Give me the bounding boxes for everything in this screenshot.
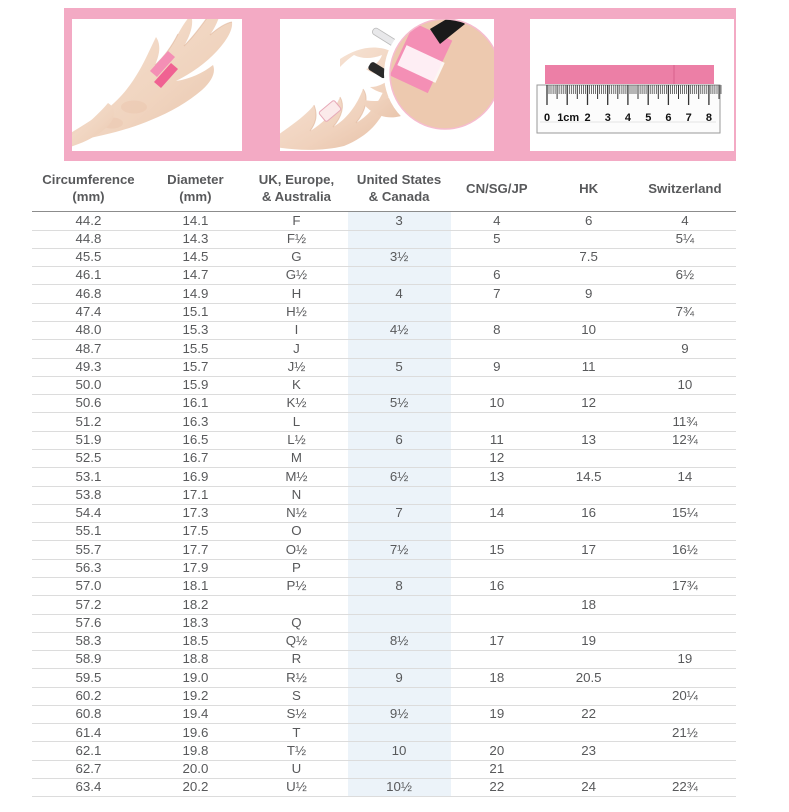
svg-text:0: 0 [544,112,550,124]
svg-text:2: 2 [585,112,591,124]
svg-text:5: 5 [645,112,651,124]
svg-text:4: 4 [625,112,632,124]
svg-text:3: 3 [605,112,611,124]
svg-text:6: 6 [665,112,671,124]
svg-text:1cm: 1cm [557,112,579,124]
svg-text:7: 7 [686,112,692,124]
svg-text:8: 8 [706,112,712,124]
